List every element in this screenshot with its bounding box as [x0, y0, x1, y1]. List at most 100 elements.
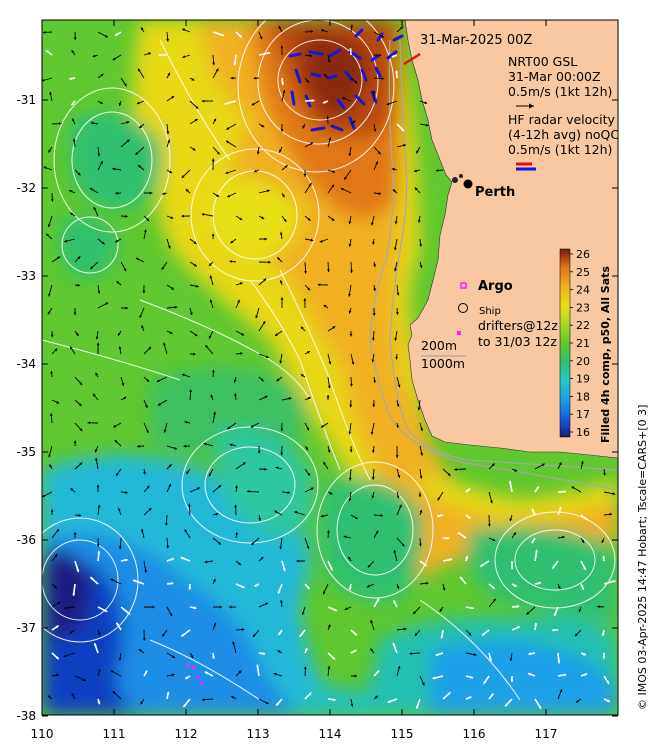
velocity-arrow-head — [371, 337, 375, 341]
velocity-arrow-head — [121, 383, 125, 386]
velocity-arrow-head — [300, 374, 304, 377]
velocity-arrow-head — [349, 449, 353, 453]
velocity-arrow-head — [375, 695, 379, 699]
velocity-arrow-head — [279, 546, 283, 550]
velocity-arrow-head — [181, 373, 185, 377]
velocity-arrow-head — [50, 370, 54, 374]
velocity-arrow-head — [380, 514, 384, 517]
velocity-arrow-head — [367, 564, 371, 568]
velocity-arrow-head — [279, 280, 283, 284]
velocity-arrow-head — [104, 609, 108, 612]
velocity-arrow-head — [394, 338, 398, 341]
velocity-arrow-head — [597, 605, 600, 609]
velocity-arrow-head — [307, 397, 311, 400]
velocity-arrow-head — [304, 648, 308, 651]
velocity-arrow-head — [480, 564, 484, 567]
velocity-arrow-head — [168, 464, 172, 468]
velocity-arrow-head — [377, 151, 381, 155]
velocity-arrow-head — [414, 633, 418, 636]
velocity-arrow-head — [349, 48, 353, 51]
velocity-arrow-head — [50, 198, 54, 202]
perth-marker: Perth — [463, 179, 515, 200]
velocity-arrow-head — [420, 428, 423, 431]
velocity-arrow-head — [305, 447, 309, 451]
velocity-arrow-head — [104, 34, 108, 38]
velocity-arrow-head — [189, 389, 193, 393]
velocity-arrow-head — [211, 369, 215, 373]
velocity-arrow-head — [237, 299, 240, 303]
velocity-arrow-head — [194, 118, 198, 122]
velocity-arrow-head — [416, 150, 419, 154]
velocity-arrow-head — [492, 598, 496, 602]
velocity-arrow-head — [144, 670, 147, 674]
velocity-arrow-head — [234, 504, 238, 508]
velocity-arrow-head — [123, 268, 127, 272]
velocity-arrow-head — [333, 608, 337, 612]
colorbar-tick-label: 23 — [576, 301, 590, 314]
velocity-arrow-head — [90, 266, 94, 270]
velocity-arrow-head — [351, 361, 355, 365]
velocity-arrow-head — [138, 68, 141, 72]
colorbar-tick-label: 20 — [576, 355, 590, 368]
velocity-arrow-head — [95, 457, 98, 461]
velocity-arrow-head — [322, 591, 326, 595]
velocity-arrow-head — [558, 462, 562, 466]
velocity-arrow-head — [169, 613, 173, 617]
latitude-axis: -31 -32 -33 -34 -35 -36 -37 -38 — [16, 93, 618, 723]
velocity-arrow-head — [213, 118, 217, 122]
velocity-arrow-head — [241, 332, 245, 336]
velocity-arrow-head — [354, 80, 358, 84]
velocity-arrow-head — [264, 467, 267, 471]
velocity-arrow-head — [115, 239, 119, 243]
velocity-arrow-head — [257, 450, 261, 454]
velocity-arrow-head — [73, 440, 77, 444]
velocity-arrow-head — [303, 298, 307, 301]
velocity-arrow-head — [92, 393, 96, 397]
velocity-arrow-head — [277, 590, 281, 594]
velocity-arrow-head — [124, 558, 128, 562]
velocity-arrow-head — [288, 397, 292, 400]
velocity-arrow-head — [299, 633, 303, 637]
velocity-arrow-head — [370, 619, 374, 623]
velocity-arrow-head — [182, 55, 186, 59]
velocity-arrow-head — [376, 670, 380, 674]
velocity-arrow-head — [373, 288, 377, 292]
velocity-arrow-head — [348, 221, 352, 225]
velocity-arrow-head — [253, 76, 257, 80]
velocity-arrow-head — [133, 579, 137, 583]
velocity-arrow-head — [139, 314, 143, 318]
velocity-arrow-head — [96, 342, 100, 346]
velocity-arrow-head — [235, 485, 238, 489]
velocity-arrow-head — [263, 278, 267, 282]
velocity-arrow-head — [212, 578, 216, 582]
lat-tick-label: -34 — [16, 357, 36, 371]
product-line-3: 0.5m/s (1kt 12h) — [508, 84, 612, 99]
argo-label: Argo — [478, 279, 513, 294]
velocity-arrow-head — [138, 165, 142, 168]
lat-tick-label: -35 — [16, 445, 36, 459]
velocity-arrow-head — [354, 516, 358, 520]
velocity-arrow-head — [97, 153, 101, 157]
velocity-arrow-head — [420, 452, 424, 456]
velocity-arrow-head — [578, 609, 582, 613]
velocity-arrow-head — [231, 696, 235, 699]
velocity-arrow-head — [419, 509, 423, 513]
velocity-arrow-head — [53, 585, 57, 589]
velocity-arrow-head — [212, 656, 215, 659]
velocity-arrow-head — [276, 702, 280, 706]
velocity-arrow-head — [197, 487, 201, 491]
timestamp-pointer — [403, 52, 421, 66]
velocity-arrow-head — [110, 578, 114, 582]
velocity-arrow-head — [218, 541, 222, 545]
isobath-label-200: 200m — [421, 338, 457, 353]
velocity-arrow-head — [306, 545, 310, 549]
velocity-arrow-head — [49, 413, 53, 416]
velocity-arrow-head — [259, 36, 263, 40]
velocity-arrow-head — [216, 194, 220, 197]
velocity-arrow-head — [97, 668, 101, 672]
velocity-arrow-head — [275, 333, 278, 336]
hf-radar-line-3: 0.5m/s (1kt 12h) — [508, 142, 612, 157]
velocity-arrow-head — [183, 704, 187, 708]
velocity-arrow-head — [376, 598, 379, 602]
velocity-arrow-head — [320, 514, 324, 518]
